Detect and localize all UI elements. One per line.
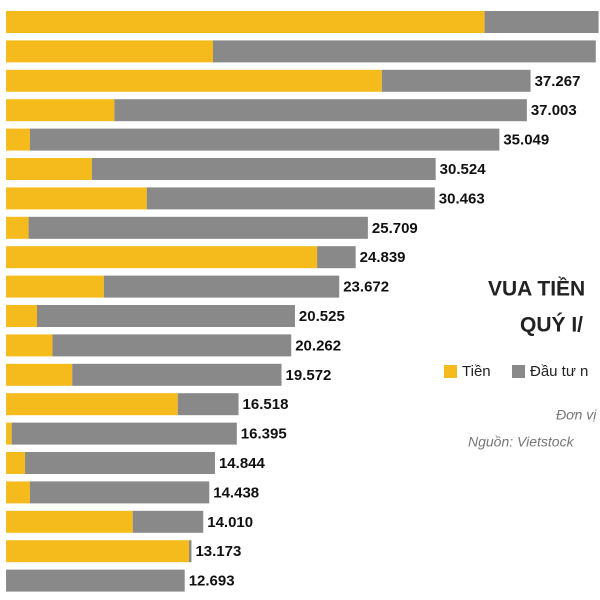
bar-segment [6,481,30,504]
legend-label: Tiền [462,363,491,380]
bar-segment [6,69,382,92]
bar-segment [6,540,190,563]
bar-segment [6,393,178,416]
bar-segment [6,128,30,151]
bar-segment [52,334,292,357]
total-label: 23.672 [343,279,389,296]
total-label: 14.438 [213,484,259,501]
bar-segment [6,216,29,239]
total-label: 30.463 [439,190,485,207]
bar-segment [6,99,115,122]
bar-segment [29,481,210,504]
bar-segment [28,216,368,239]
bar-segment [381,69,531,92]
total-label: 20.525 [299,308,345,325]
total-label: 19.572 [286,367,332,384]
bar-segment [177,393,239,416]
total-label: 12.693 [189,573,235,590]
total-label: 14.010 [207,514,253,531]
bar-segment [6,275,104,298]
source: Nguồn: Vietstock [468,434,575,450]
bar-segment [6,334,53,357]
legend-label: Đầu tư n [530,363,588,380]
bar-segment [6,305,38,327]
bar-segment [6,187,147,210]
bar-segment [91,158,436,180]
total-label: 20.262 [295,337,341,354]
bar-segment [6,11,485,33]
bar-segment [212,40,596,63]
bar-segment [146,187,435,210]
bar-segment [25,452,215,474]
bar-segment [6,40,213,63]
bar-segment [132,510,204,533]
legend-swatch [512,365,525,378]
total-label: 13.173 [195,543,241,560]
bar-segment [6,569,185,592]
bar-segment [114,99,527,122]
total-label: 24.839 [360,249,406,266]
bar-segment [6,246,318,269]
bar-segment [317,246,356,269]
bar-segment [37,305,295,327]
total-label: 14.844 [219,455,266,472]
unit-note: Đơn vị [556,407,597,423]
bar-segment [72,363,282,386]
bar-segment [103,275,340,298]
bar-segment [6,158,92,180]
total-label: 30.524 [440,161,487,178]
total-label: 35.049 [503,132,549,149]
bar-segment [6,452,26,474]
total-label: 16.395 [241,426,287,443]
total-label: 37.267 [535,73,581,90]
legend-swatch [444,365,457,378]
total-label: 16.518 [243,396,289,413]
bar-segment [6,422,12,445]
bar-segment [189,540,192,563]
total-label: 37.003 [531,102,577,119]
title-line: VUA TIỀN [488,278,585,301]
bar-segment [6,510,133,533]
bar-segment [29,128,500,151]
total-label: 25.709 [372,220,418,237]
bar-segment [484,11,599,33]
bar-segment [6,363,73,386]
title-line: QUÝ I/ [520,313,583,337]
bar-segment [11,422,237,445]
